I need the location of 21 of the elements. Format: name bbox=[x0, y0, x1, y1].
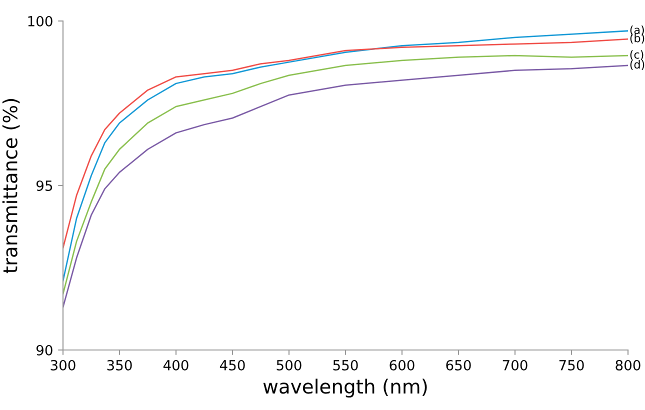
series-label: (d) bbox=[630, 60, 644, 70]
x-tick-label: 650 bbox=[446, 360, 471, 370]
x-tick-label: 400 bbox=[163, 360, 188, 370]
y-tick-label: 100 bbox=[28, 16, 52, 26]
x-tick-label: 300 bbox=[50, 360, 76, 370]
y-axis-title: transmittance (%) bbox=[2, 99, 20, 274]
x-axis-title: wavelength (nm) bbox=[263, 378, 427, 398]
y-tick-label: 95 bbox=[36, 180, 52, 191]
x-tick-label: 350 bbox=[107, 360, 132, 370]
x-tick-label: 550 bbox=[333, 360, 358, 370]
series-label: (b) bbox=[630, 34, 644, 44]
x-tick-label: 600 bbox=[390, 360, 414, 370]
x-tick-label: 750 bbox=[559, 360, 584, 370]
x-tick-label: 450 bbox=[220, 360, 245, 370]
series-label: (c) bbox=[630, 50, 644, 60]
x-tick-label: 500 bbox=[276, 360, 302, 370]
line-series bbox=[63, 38, 628, 249]
x-tick-label: 700 bbox=[502, 360, 528, 370]
x-tick-label: 800 bbox=[616, 360, 640, 370]
series-label: (a) bbox=[630, 26, 644, 36]
y-tick-label: 90 bbox=[36, 344, 52, 356]
